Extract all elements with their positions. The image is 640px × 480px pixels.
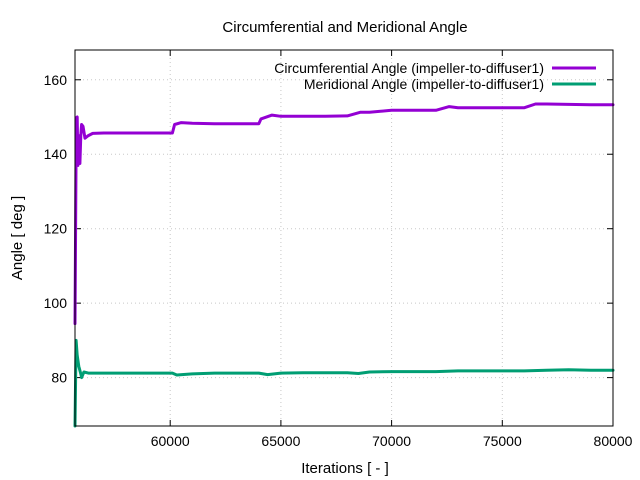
series-lines: [73, 102, 615, 428]
y-axis-ticks: 80 100 120 140 160: [44, 72, 613, 386]
y-tick-label: 120: [44, 221, 68, 237]
x-tick-label: 80000: [594, 433, 633, 449]
x-axis-label: Iterations [ - ]: [301, 460, 389, 477]
x-tick-label: 60000: [151, 433, 190, 449]
x-axis-ticks: 60000 65000 70000 75000 80000: [151, 50, 633, 449]
y-axis-label: Angle [ deg ]: [9, 196, 26, 280]
series-line-1: [73, 102, 615, 326]
chart-title: Circumferential and Meridional Angle: [222, 19, 467, 36]
legend-label-2: Meridional Angle (impeller-to-diffuser1): [304, 76, 544, 92]
legend-label-1: Circumferential Angle (impeller-to-diffu…: [274, 60, 544, 76]
x-tick-label: 70000: [372, 433, 411, 449]
grid: [75, 50, 614, 426]
x-tick-label: 75000: [483, 433, 522, 449]
y-tick-label: 80: [51, 370, 67, 386]
y-tick-label: 160: [44, 72, 68, 88]
y-tick-label: 140: [44, 146, 68, 162]
series-line-2: [73, 338, 615, 428]
legend: Circumferential Angle (impeller-to-diffu…: [274, 60, 596, 92]
x-tick-label: 65000: [261, 433, 300, 449]
plot-frame: [74, 49, 614, 427]
y-tick-label: 100: [44, 295, 68, 311]
